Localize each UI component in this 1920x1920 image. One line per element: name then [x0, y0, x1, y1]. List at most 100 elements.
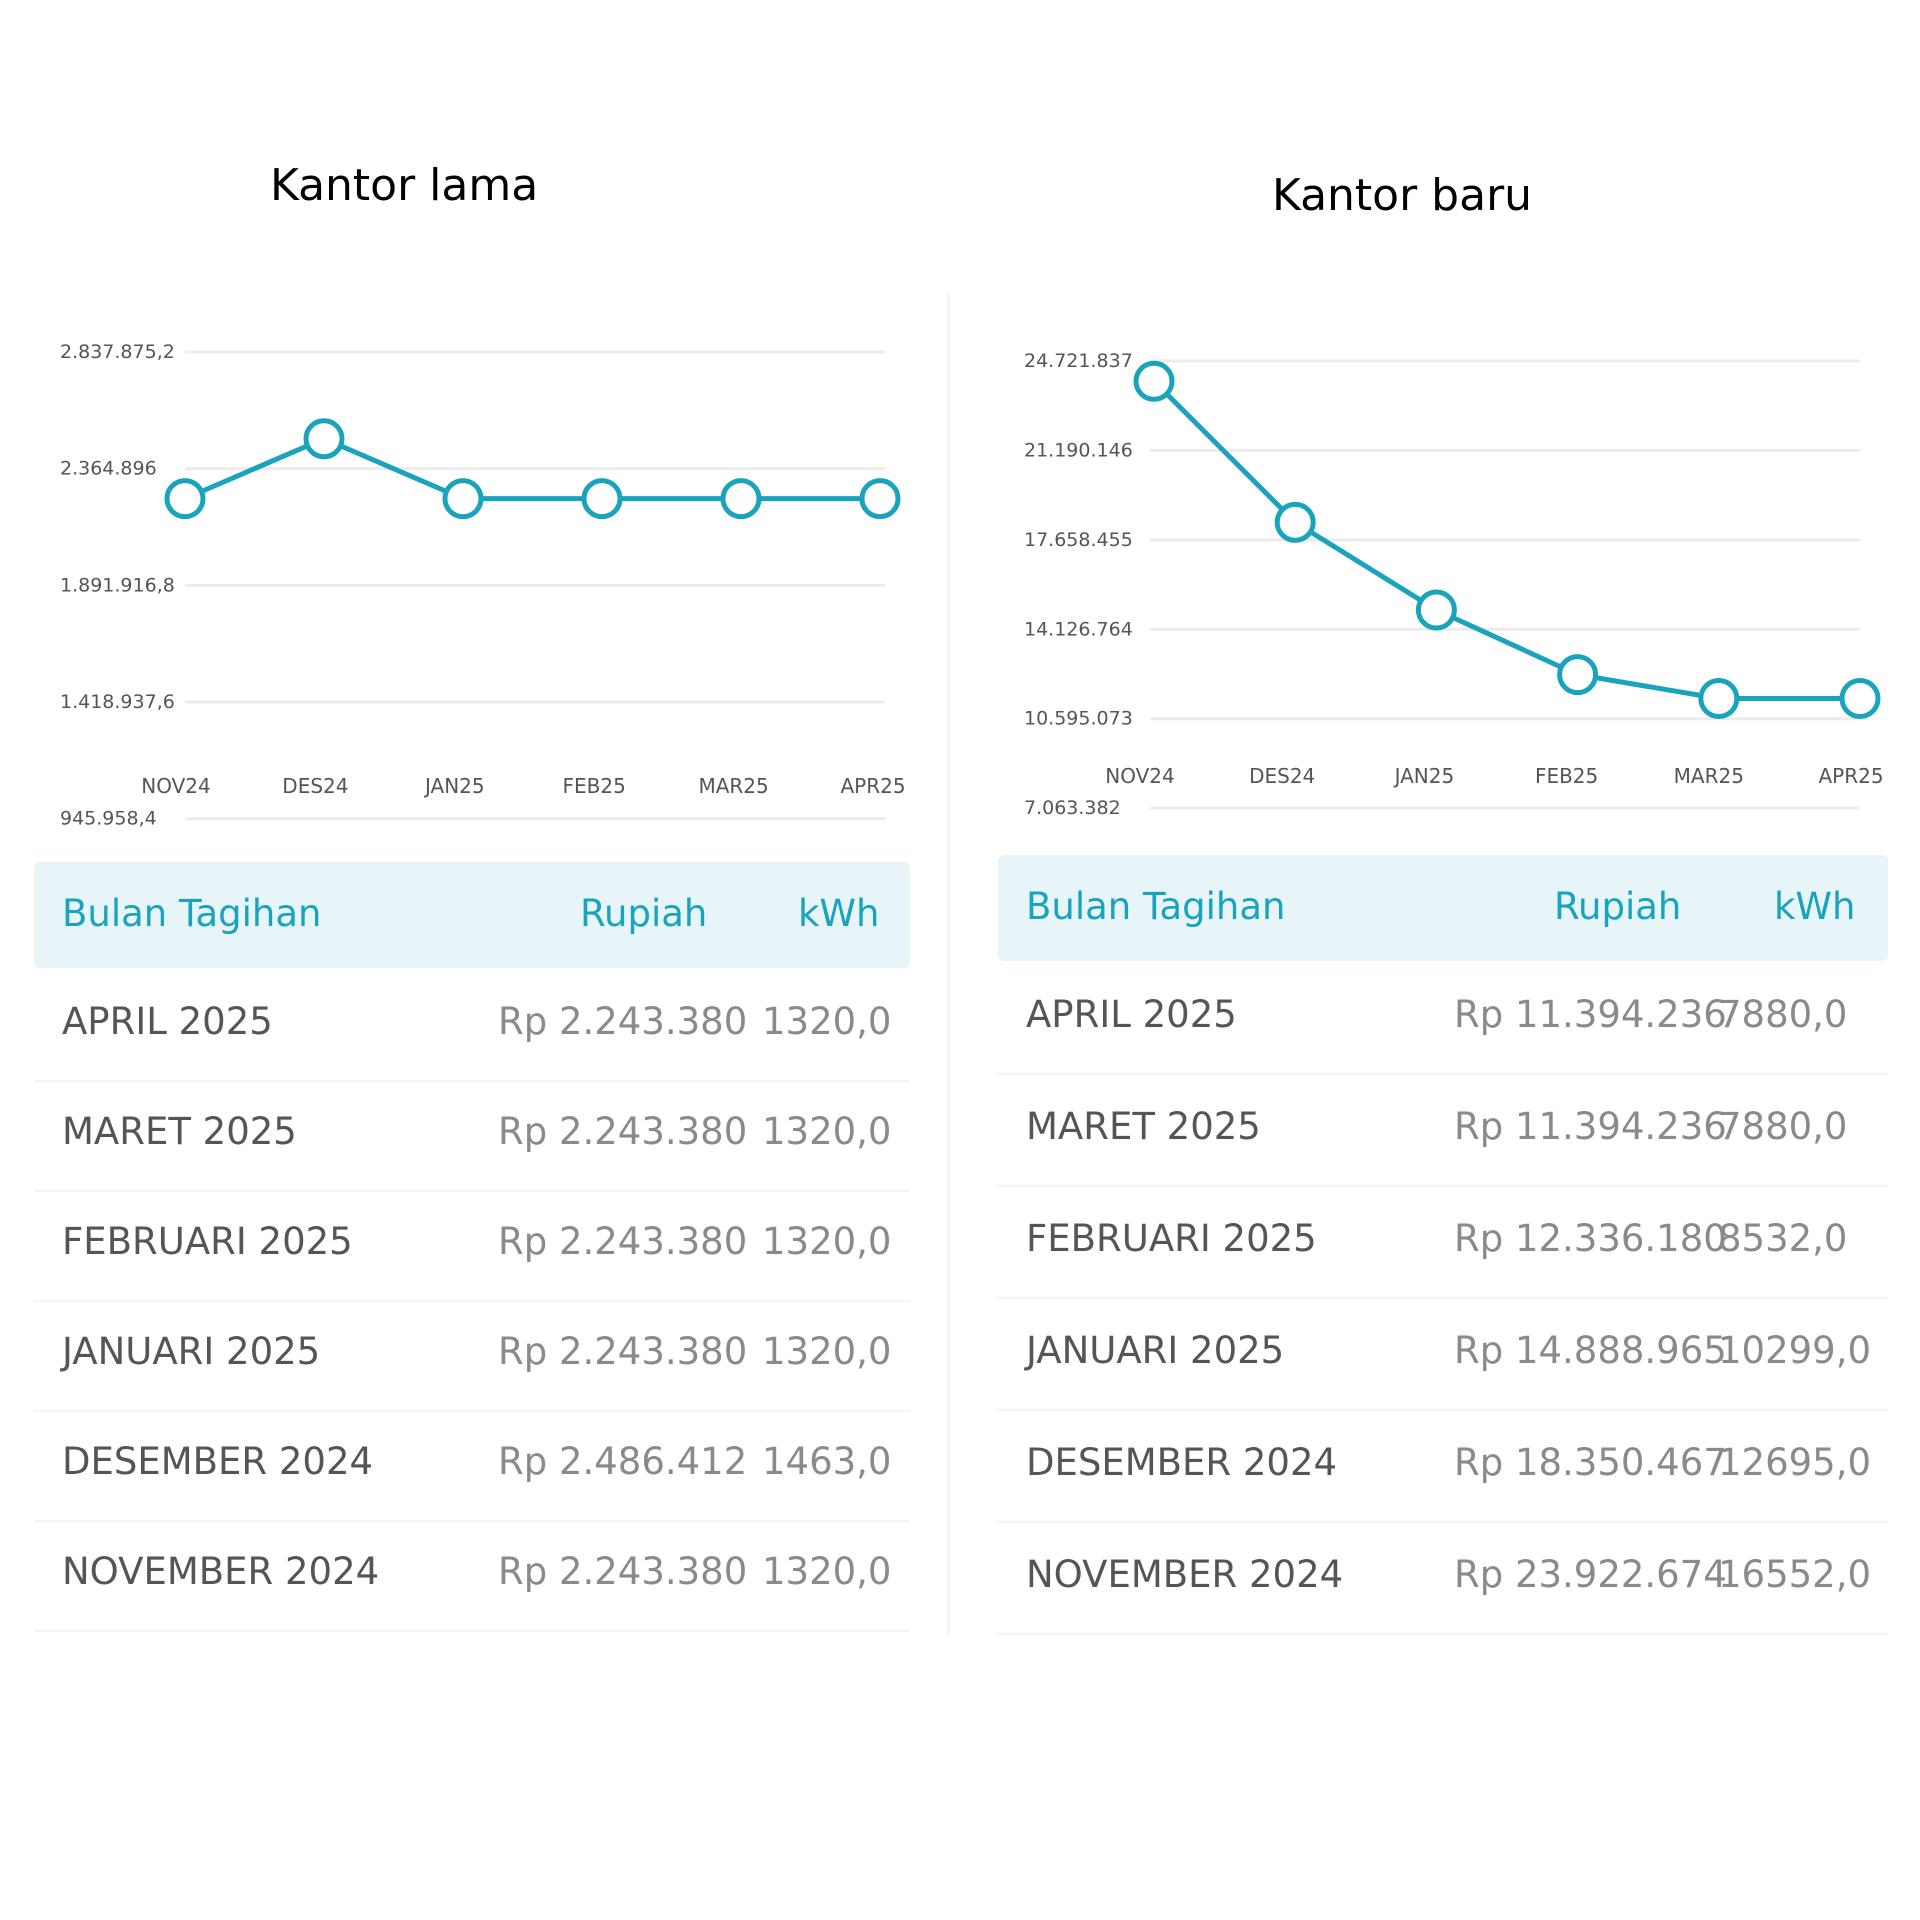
x-tick-label: DES24	[1249, 764, 1315, 788]
data-point	[1839, 677, 1881, 719]
data-point	[720, 478, 762, 520]
header-month: Bulan Tagihan	[1026, 885, 1286, 928]
header-kwh: kWh	[798, 892, 880, 935]
x-tick-label: DES24	[282, 774, 348, 798]
x-tick-label: FEB25	[1535, 764, 1598, 788]
table-row[interactable]: JANUARI 2025 Rp 2.243.380 1320,0	[34, 1300, 910, 1412]
x-tick-label: APR25	[840, 774, 905, 798]
table-row[interactable]: APRIL 2025 Rp 11.394.236 7880,0	[998, 963, 1888, 1075]
series-line	[184, 436, 880, 502]
x-tick-label: FEB25	[563, 774, 626, 798]
panel-title: Kantor lama	[270, 160, 539, 211]
month-cell: APRIL 2025	[1026, 993, 1237, 1036]
x-tick-label: JAN25	[423, 774, 485, 798]
y-tick-label: 945.958,4	[60, 808, 157, 830]
table-row[interactable]: MARET 2025 Rp 11.394.236 7880,0	[998, 1075, 1888, 1187]
header-month: Bulan Tagihan	[62, 892, 322, 935]
table-row[interactable]: NOVEMBER 2024 Rp 23.922.674 16552,0	[998, 1523, 1888, 1635]
data-point	[303, 418, 345, 460]
y-tick-label: 1.891.916,8	[60, 574, 175, 596]
line-chart: 3.531.6917.063.38210.595.07314.126.76417…	[1024, 350, 1884, 909]
header-rupiah: Rupiah	[580, 892, 708, 935]
table-row[interactable]: NOVEMBER 2024 Rp 2.243.380 1320,0	[34, 1520, 910, 1632]
month-cell: MARET 2025	[62, 1110, 297, 1153]
rupiah-cell: Rp 2.243.380	[498, 1330, 748, 1373]
table-row[interactable]: DESEMBER 2024 Rp 2.486.412 1463,0	[34, 1410, 910, 1522]
rupiah-cell: Rp 2.243.380	[498, 1110, 748, 1153]
month-cell: MARET 2025	[1026, 1105, 1261, 1148]
kwh-cell: 1320,0	[762, 1220, 892, 1263]
y-tick-label: 14.126.764	[1024, 618, 1133, 640]
line-chart: 472.979,2945.958,41.418.937,61.891.916,8…	[60, 341, 906, 946]
x-tick-label: MAR25	[1674, 764, 1744, 788]
kwh-cell: 8532,0	[1718, 1217, 1848, 1260]
x-tick-label: APR25	[1818, 764, 1883, 788]
month-cell: FEBRUARI 2025	[62, 1220, 353, 1263]
kwh-cell: 1320,0	[762, 1330, 892, 1373]
kwh-cell: 1320,0	[762, 1110, 892, 1153]
y-tick-label: 2.364.896	[60, 458, 157, 480]
month-cell: DESEMBER 2024	[1026, 1441, 1338, 1484]
table-row[interactable]: FEBRUARI 2025 Rp 12.336.180 8532,0	[998, 1187, 1888, 1299]
data-point	[1415, 589, 1457, 631]
month-cell: DESEMBER 2024	[62, 1440, 374, 1483]
y-tick-label: 7.063.382	[1024, 797, 1121, 819]
x-tick-label: MAR25	[698, 774, 768, 798]
rupiah-cell: Rp 18.350.467	[1454, 1441, 1727, 1484]
kwh-cell: 1320,0	[762, 1000, 892, 1043]
table-header: Bulan Tagihan Rupiah kWh	[998, 855, 1888, 961]
rupiah-cell: Rp 2.486.412	[498, 1440, 748, 1483]
data-point	[581, 478, 623, 520]
table-row[interactable]: APRIL 2025 Rp 2.243.380 1320,0	[34, 970, 910, 1082]
panel-divider	[947, 295, 950, 1635]
kwh-cell: 16552,0	[1718, 1553, 1872, 1596]
rupiah-cell: Rp 2.243.380	[498, 1550, 748, 1593]
rupiah-cell: Rp 12.336.180	[1454, 1217, 1727, 1260]
table-row[interactable]: DESEMBER 2024 Rp 18.350.467 12695,0	[998, 1411, 1888, 1523]
table-row[interactable]: FEBRUARI 2025 Rp 2.243.380 1320,0	[34, 1190, 910, 1302]
data-point	[1698, 677, 1740, 719]
data-point	[442, 478, 484, 520]
rupiah-cell: Rp 23.922.674	[1454, 1553, 1727, 1596]
x-tick-label: JAN25	[1393, 764, 1455, 788]
data-point	[1557, 654, 1599, 696]
y-tick-label: 17.658.455	[1024, 529, 1133, 551]
y-tick-label: 10.595.073	[1024, 708, 1133, 730]
month-cell: NOVEMBER 2024	[62, 1550, 380, 1593]
x-tick-label: NOV24	[141, 774, 210, 798]
rupiah-cell: Rp 2.243.380	[498, 1220, 748, 1263]
x-tick-label: NOV24	[1105, 764, 1174, 788]
y-tick-label: 21.190.146	[1024, 439, 1133, 461]
y-tick-label: 2.837.875,2	[60, 341, 175, 363]
month-cell: JANUARI 2025	[1026, 1329, 1285, 1372]
header-rupiah: Rupiah	[1554, 885, 1682, 928]
rupiah-cell: Rp 11.394.236	[1454, 1105, 1727, 1148]
kwh-cell: 7880,0	[1718, 993, 1848, 1036]
rupiah-cell: Rp 11.394.236	[1454, 993, 1727, 1036]
y-tick-label: 1.418.937,6	[60, 691, 175, 713]
kwh-cell: 7880,0	[1718, 1105, 1848, 1148]
kwh-cell: 10299,0	[1718, 1329, 1872, 1372]
panel-kantor-lama: Kantor lama 472.979,2945.958,41.418.937,…	[0, 0, 950, 1920]
table-row[interactable]: JANUARI 2025 Rp 14.888.965 10299,0	[998, 1299, 1888, 1411]
series-line	[1152, 379, 1860, 701]
data-point	[859, 478, 901, 520]
data-point	[1133, 360, 1175, 402]
panel-title: Kantor baru	[1272, 170, 1533, 221]
table-header: Bulan Tagihan Rupiah kWh	[34, 862, 910, 968]
data-point	[164, 478, 206, 520]
billing-table: Bulan Tagihan Rupiah kWh APRIL 2025 Rp 2…	[34, 862, 910, 1632]
rupiah-cell: Rp 2.243.380	[498, 1000, 748, 1043]
table-row[interactable]: MARET 2025 Rp 2.243.380 1320,0	[34, 1080, 910, 1192]
month-cell: FEBRUARI 2025	[1026, 1217, 1317, 1260]
billing-table: Bulan Tagihan Rupiah kWh APRIL 2025 Rp 1…	[998, 855, 1888, 1635]
kwh-cell: 1320,0	[762, 1550, 892, 1593]
kwh-cell: 1463,0	[762, 1440, 892, 1483]
header-kwh: kWh	[1774, 885, 1856, 928]
month-cell: APRIL 2025	[62, 1000, 273, 1043]
data-point	[1274, 501, 1316, 543]
month-cell: NOVEMBER 2024	[1026, 1553, 1344, 1596]
rupiah-cell: Rp 14.888.965	[1454, 1329, 1727, 1372]
month-cell: JANUARI 2025	[62, 1330, 321, 1373]
kwh-cell: 12695,0	[1718, 1441, 1872, 1484]
